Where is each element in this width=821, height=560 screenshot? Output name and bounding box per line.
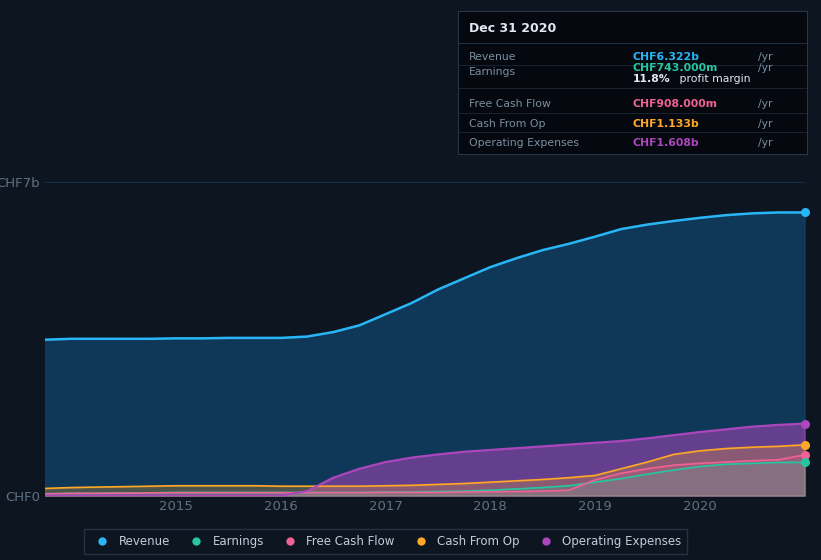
Text: CHF1.608b: CHF1.608b [633, 138, 699, 148]
Text: Revenue: Revenue [469, 52, 516, 62]
Point [798, 450, 811, 459]
Text: Earnings: Earnings [469, 67, 516, 77]
Text: /yr: /yr [759, 63, 773, 73]
Legend: Revenue, Earnings, Free Cash Flow, Cash From Op, Operating Expenses: Revenue, Earnings, Free Cash Flow, Cash … [85, 529, 687, 554]
Text: Free Cash Flow: Free Cash Flow [469, 99, 550, 109]
Point [798, 419, 811, 428]
Text: /yr: /yr [759, 119, 773, 129]
Text: Dec 31 2020: Dec 31 2020 [469, 22, 556, 35]
Text: Operating Expenses: Operating Expenses [469, 138, 579, 148]
Point [798, 458, 811, 467]
Text: profit margin: profit margin [677, 74, 750, 84]
Text: /yr: /yr [759, 99, 773, 109]
Text: 11.8%: 11.8% [633, 74, 670, 84]
Text: CHF6.322b: CHF6.322b [633, 52, 699, 62]
Text: CHF908.000m: CHF908.000m [633, 99, 718, 109]
Text: /yr: /yr [759, 52, 773, 62]
Text: /yr: /yr [759, 138, 773, 148]
Point [798, 440, 811, 449]
Point [798, 208, 811, 217]
Text: Cash From Op: Cash From Op [469, 119, 545, 129]
Text: CHF1.133b: CHF1.133b [633, 119, 699, 129]
Text: CHF743.000m: CHF743.000m [633, 63, 718, 73]
